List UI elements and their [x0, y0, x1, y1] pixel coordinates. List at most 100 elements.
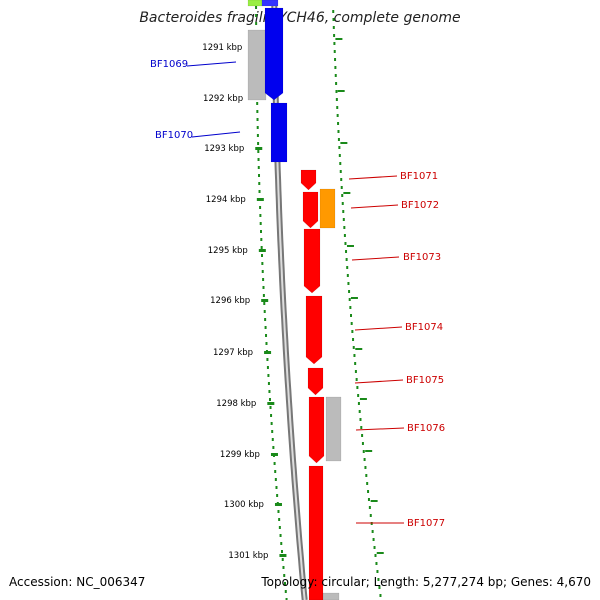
- ruler-tick-right: [340, 142, 348, 144]
- ruler-dot: [364, 466, 367, 469]
- ruler-dot: [357, 402, 360, 405]
- ruler-dot: [345, 258, 348, 261]
- ruler-tick-right: [335, 38, 343, 40]
- gene-bf1072: [302, 191, 319, 229]
- ruler-tick-right: [376, 552, 384, 554]
- ruler-dot: [363, 458, 366, 461]
- ruler-dot: [284, 590, 287, 593]
- ruler-dot: [377, 578, 380, 581]
- gene-label-leader: [186, 61, 237, 67]
- gene-bf1071: [300, 169, 317, 191]
- ruler-dot: [268, 390, 271, 393]
- gene-label-bf1076: BF1076: [407, 423, 445, 434]
- gene-label-bf1070: BF1070: [155, 130, 193, 141]
- gene-label-bf1077: BF1077: [407, 518, 445, 529]
- ruler-tick-label: 1295 kbp: [208, 246, 248, 256]
- ruler-tick: [256, 198, 264, 201]
- ruler-dot: [345, 250, 348, 253]
- ruler-dot: [340, 186, 343, 189]
- ruler-dot: [271, 438, 274, 441]
- ruler-dot: [255, 6, 258, 9]
- ruler-dot: [352, 338, 355, 341]
- ruler-dot: [332, 18, 335, 21]
- ruler-dot: [263, 310, 266, 313]
- ruler-dot: [355, 378, 358, 381]
- ruler-tick-right: [350, 297, 358, 299]
- ruler-dot: [368, 506, 371, 509]
- ruler-dot: [351, 330, 354, 333]
- ruler-dot: [268, 398, 271, 401]
- ruler-dot: [365, 474, 368, 477]
- ruler-dot: [332, 26, 335, 29]
- ruler-dot: [270, 422, 273, 425]
- ruler-dot: [347, 282, 350, 285]
- gene-label-leader: [350, 204, 399, 209]
- ruler-dot: [260, 230, 262, 233]
- ruler-dot: [346, 266, 349, 269]
- ruler-dot: [346, 274, 349, 277]
- ruler-dot: [378, 586, 381, 589]
- topology-text: Topology: circular; Length: 5,277,274 bp…: [261, 575, 591, 589]
- ruler-dot: [362, 450, 365, 453]
- ruler-dot: [353, 354, 356, 357]
- gene-label-bf1073: BF1073: [403, 252, 441, 263]
- ruler-dot: [350, 322, 353, 325]
- ruler-dot: [256, 118, 259, 121]
- ruler-dot: [367, 490, 370, 493]
- ruler-dot: [341, 194, 344, 197]
- ruler-dot: [379, 594, 382, 597]
- ruler-dot: [277, 510, 280, 513]
- ruler-dot: [262, 286, 265, 289]
- ruler-dot: [264, 318, 267, 321]
- ruler-dot: [262, 294, 265, 297]
- gene-bf1069: [264, 7, 284, 101]
- gene-fragment-green: [247, 0, 263, 7]
- gene-label-bf1074: BF1074: [405, 322, 443, 333]
- gene-label-bf1069: BF1069: [150, 59, 188, 70]
- ruler-dot: [358, 410, 361, 413]
- ruler-dot: [348, 298, 351, 301]
- ruler-dot: [256, 126, 259, 129]
- gene-label-leader: [354, 379, 404, 384]
- ruler-dot: [375, 562, 378, 565]
- ruler-tick-label: 1301 kbp: [228, 551, 268, 561]
- ruler-dot: [334, 66, 337, 69]
- gene-bf1073: [303, 228, 321, 294]
- ruler-dot: [356, 386, 359, 389]
- gene-label-bf1075: BF1075: [406, 375, 444, 386]
- ruler-dot: [267, 374, 270, 377]
- ruler-dot: [337, 130, 340, 133]
- ruler-dot: [267, 382, 270, 385]
- ruler-dot: [257, 142, 260, 145]
- ruler-dot: [350, 314, 353, 317]
- ruler-dot: [274, 478, 277, 481]
- ruler-tick-label: 1294 kbp: [206, 195, 246, 205]
- accession-text: Accession: NC_006347: [9, 575, 146, 589]
- ruler-dot: [259, 222, 262, 225]
- ruler-tick: [264, 351, 272, 354]
- ruler-dot: [340, 178, 343, 181]
- gene-label-bf1071: BF1071: [400, 171, 438, 182]
- ruler-tick-label: 1293 kbp: [204, 144, 244, 154]
- ruler-dot: [374, 554, 377, 557]
- ruler-dot: [256, 102, 259, 105]
- ruler-dot: [342, 218, 345, 221]
- ruler-dot: [336, 106, 339, 109]
- ruler-dot: [339, 170, 342, 173]
- ruler-dot: [266, 358, 269, 361]
- ruler-tick-right: [355, 348, 363, 350]
- ruler-dot: [335, 90, 338, 93]
- ruler-dot: [352, 346, 355, 349]
- ruler-dot: [343, 226, 346, 229]
- ruler-dot: [342, 210, 345, 213]
- ruler-tick: [258, 249, 266, 252]
- ruler-dot: [255, 22, 258, 25]
- ruler-dot: [283, 574, 286, 577]
- ruler-dot: [348, 290, 351, 293]
- ruler-dot: [361, 442, 364, 445]
- ruler-dot: [265, 342, 268, 345]
- ruler-dot: [257, 158, 260, 161]
- ruler-dot: [367, 498, 370, 501]
- ruler-dot: [376, 570, 379, 573]
- backbone-highlight: [273, 0, 306, 600]
